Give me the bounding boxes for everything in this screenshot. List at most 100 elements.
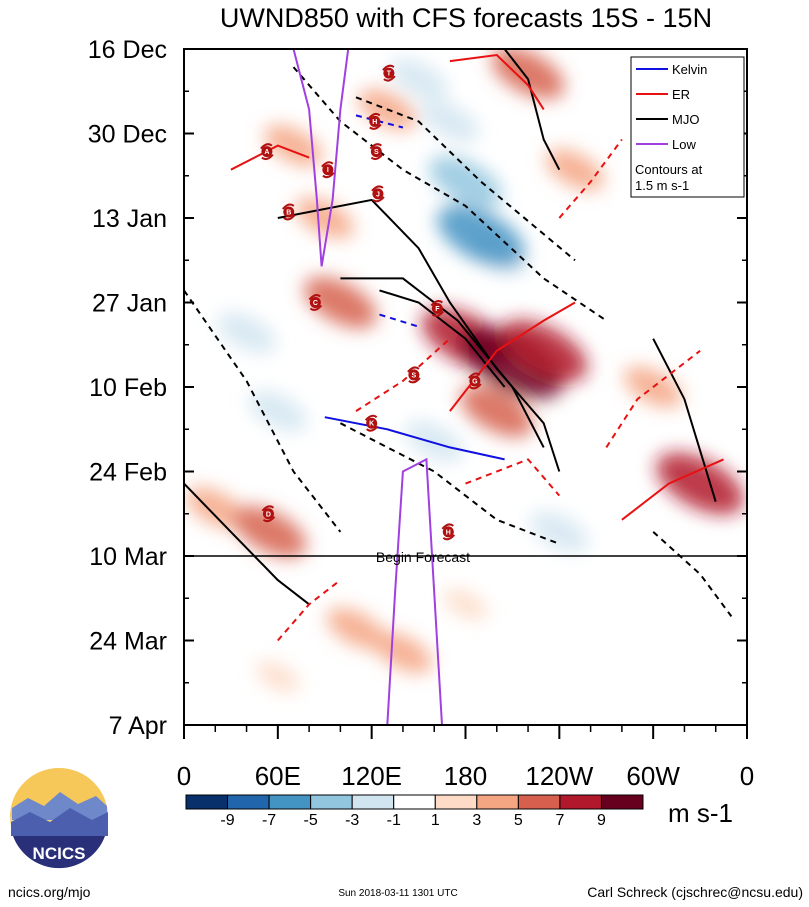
storm-marker: T — [382, 64, 396, 82]
legend-note-line1: Contours at — [635, 162, 703, 177]
contour-line — [465, 458, 561, 497]
forecast-start-label: Begin Forecast — [376, 549, 470, 565]
anomaly-blob — [568, 588, 613, 620]
anomaly-blob — [656, 452, 744, 515]
y-tick-label: 24 Mar — [89, 628, 167, 656]
colorbar-swatch — [351, 794, 395, 810]
contour-line — [277, 198, 561, 472]
y-tick-label: 13 Jan — [92, 205, 167, 233]
logo-hills-2 — [11, 808, 108, 836]
legend-mjo-label: MJO — [672, 112, 699, 127]
y-tick-label: 27 Jan — [92, 290, 167, 318]
contour-line — [605, 350, 701, 448]
colorbar-tick-label: -5 — [304, 812, 318, 829]
contour-line — [355, 96, 576, 262]
storm-marker: D — [261, 505, 276, 523]
anomaly-blob — [545, 149, 605, 191]
colorbar-tick-label: 5 — [514, 812, 523, 829]
svg-text:S: S — [374, 149, 379, 156]
svg-text:B: B — [286, 209, 291, 216]
contour-line — [324, 416, 505, 461]
x-tick-label: 120W — [525, 761, 593, 791]
anomaly-blob — [303, 276, 377, 329]
anomaly-blob — [443, 588, 488, 620]
colorbar-swatch — [268, 794, 312, 810]
anomaly-blob — [460, 385, 534, 437]
legend-kelvin-label: Kelvin — [672, 62, 707, 77]
colorbar-tick-label: 1 — [431, 812, 440, 829]
logo-hills-1 — [12, 792, 107, 820]
storm-marker: I — [321, 161, 335, 179]
x-tick-label: 120E — [341, 761, 402, 791]
anomaly-blob — [318, 51, 363, 83]
colorbar-tick-label: -1 — [387, 812, 401, 829]
colorbar-tick-label: 7 — [555, 812, 564, 829]
svg-text:C: C — [313, 300, 318, 307]
anomaly-blob — [709, 274, 747, 306]
contour-line — [355, 337, 451, 412]
anomaly-blob — [461, 326, 564, 399]
contour-line — [379, 289, 506, 388]
anomaly-blob — [530, 511, 589, 553]
anomaly-blob — [389, 58, 448, 100]
svg-text:G: G — [472, 378, 478, 385]
low-contour — [386, 457, 443, 725]
logo-bottom — [13, 836, 105, 869]
anomaly-blob — [186, 487, 245, 529]
anomaly-blob — [326, 607, 386, 650]
low-contour — [292, 49, 350, 267]
y-tick-label: 10 Mar — [89, 543, 167, 571]
legend-er-label: ER — [672, 87, 690, 102]
anomaly-blob — [459, 673, 504, 705]
contour-line — [339, 422, 560, 545]
anomaly-blob — [295, 197, 354, 239]
anomaly-blob — [248, 390, 308, 432]
ncics-logo: NCICS — [10, 768, 108, 869]
footer-left: ncics.org/mjo — [8, 884, 91, 900]
colorbar-swatch — [310, 794, 353, 810]
colorbar-tick-label: -9 — [220, 812, 234, 829]
anomaly-blob — [264, 124, 323, 167]
colorbar-units: m s-1 — [668, 798, 733, 828]
contour-line — [277, 579, 342, 642]
storm-marker: S — [407, 366, 421, 384]
footer-center: Sun 2018-03-11 1301 UTC — [338, 888, 457, 899]
contour-line — [621, 458, 724, 521]
y-tick-label: 10 Feb — [89, 374, 167, 402]
colorbar-swatch — [227, 794, 270, 810]
svg-text:D: D — [266, 511, 271, 518]
colorbar-tick-label: 3 — [472, 812, 481, 829]
anomaly-blob — [404, 420, 464, 462]
storm-marker: A — [260, 143, 274, 161]
storm-marker: F — [430, 300, 445, 317]
anomaly-blob — [217, 312, 276, 354]
colorbar-swatch — [517, 794, 561, 810]
svg-text:S: S — [412, 372, 417, 379]
y-tick-label: 30 Dec — [88, 121, 167, 149]
storm-marker: H — [368, 112, 382, 130]
x-tick-label: 60W — [626, 761, 680, 791]
colorbar-swatch — [185, 794, 229, 810]
wave-contours — [184, 49, 733, 725]
svg-text:J: J — [376, 191, 380, 198]
colorbar-tick-label: -3 — [345, 812, 359, 829]
anomaly-blob — [491, 49, 565, 99]
x-tick-label: 0 — [740, 761, 754, 791]
anomaly-blob — [420, 100, 480, 143]
legend-note-line2: 1.5 m s-1 — [635, 178, 689, 193]
anomaly-blob — [631, 214, 676, 246]
legend-low-label: Low — [672, 137, 696, 152]
svg-text:A: A — [264, 149, 269, 156]
storm-marker: J — [371, 185, 385, 203]
contour-line — [230, 144, 310, 171]
y-tick-label: 16 Dec — [88, 36, 167, 64]
contour-line — [449, 53, 545, 110]
colorbar-swatch — [434, 794, 478, 810]
colorbar-swatch — [559, 794, 602, 810]
storm-marker: S — [369, 143, 384, 161]
svg-text:I: I — [327, 167, 329, 174]
legend: Kelvin ER MJO Low Contours at 1.5 m s-1 — [630, 56, 745, 198]
storm-tracks: T H S A I J B C F G S K D H — [260, 64, 482, 541]
axes: 16 Dec 30 Dec 13 Jan 27 Jan 10 Feb 24 Feb 10 M… — [88, 36, 754, 791]
colorbar-swatch — [476, 794, 519, 810]
